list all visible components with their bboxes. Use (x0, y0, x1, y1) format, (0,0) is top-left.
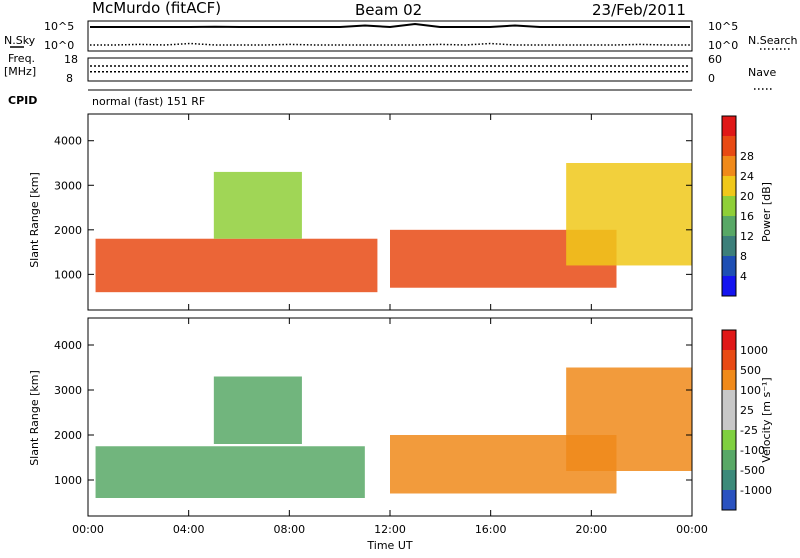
colorbar-tick-label: 500 (740, 364, 761, 377)
echo-band (566, 163, 692, 266)
power-echo-group (95, 163, 692, 293)
x-tick-label: 12:00 (374, 523, 406, 536)
colorbar-tick-label: 28 (740, 150, 754, 163)
velocity-echo-group (95, 367, 692, 498)
colorbar-tick-label: 100 (740, 384, 761, 397)
y-tick-label: 2000 (54, 429, 82, 442)
colorbar-swatch (722, 490, 736, 510)
x-tick-label: 20:00 (575, 523, 607, 536)
velocity-ylabel: Slant Range [km] (28, 370, 41, 466)
freq-left-tick-top: 18 (64, 53, 78, 66)
echo-band (213, 376, 302, 444)
y-tick-label: 1000 (54, 474, 82, 487)
colorbar-swatch (722, 370, 736, 390)
freq-panel-frame (87, 57, 693, 82)
nsky-series (90, 22, 690, 29)
x-tick-label: 04:00 (173, 523, 205, 536)
colorbar-swatch (722, 276, 736, 296)
noise-panel-frame (87, 20, 693, 52)
colorbar-tick-label: 12 (740, 230, 754, 243)
noise-right-label: N.Search (748, 34, 798, 47)
x-tick-label: 00:00 (676, 523, 708, 536)
colorbar-tick-label: -500 (740, 464, 765, 477)
velocity-colorbar-label: Velocity [m s⁻¹] (760, 377, 773, 462)
colorbar-swatch (722, 350, 736, 370)
velocity-colorbar: 1000 500 100 25 -25 -100 -500 -1000 (721, 329, 772, 511)
y-tick-label: 3000 (54, 179, 82, 192)
mode-text: normal (fast) 151 RF (92, 95, 205, 108)
echo-band (95, 446, 365, 498)
x-tick-label: 16:00 (475, 523, 507, 536)
colorbar-tick-label: 8 (740, 250, 747, 263)
noise-left-tick-bottom: 10^0 (44, 39, 74, 52)
freq-left-label-bottom: [MHz] (4, 65, 36, 78)
power-colorbar: 4 8 12 16 20 24 28 (721, 115, 754, 297)
y-tick-label: 4000 (54, 339, 82, 352)
colorbar-frame (721, 329, 737, 511)
power-colorbar-label: Power [dB] (760, 182, 773, 242)
freq-left-label-top: Freq. (8, 52, 35, 65)
colorbar-swatch (722, 136, 736, 156)
colorbar-tick-label: -25 (740, 424, 758, 437)
y-tick-label: 2000 (54, 224, 82, 237)
y-tick-label: 4000 (54, 135, 82, 148)
y-tick-label: 1000 (54, 268, 82, 281)
colorbar-swatch (722, 216, 736, 236)
station-title: McMurdo (fitACF) (92, 0, 221, 17)
colorbar-swatch (722, 410, 736, 430)
colorbar-tick-label: 1000 (740, 344, 768, 357)
x-tick-label: 08:00 (273, 523, 305, 536)
velocity-xlabel: Time UT (366, 539, 412, 552)
power-ylabel: Slant Range [km] (28, 172, 41, 268)
cpid-label: CPID (8, 94, 37, 107)
colorbar-swatch (722, 156, 736, 176)
noise-left-label: N.Sky (4, 34, 36, 47)
colorbar-tick-label: 24 (740, 170, 754, 183)
echo-band (566, 367, 692, 471)
y-tick-label: 3000 (54, 384, 82, 397)
colorbar-swatch (722, 256, 736, 276)
freq-right-tick-bottom: 0 (708, 72, 715, 85)
velocity-axes: 1000 2000 3000 4000 00:00 04:00 08:00 12:00 16:0… (54, 318, 708, 536)
noise-left-tick-top: 10^5 (44, 20, 74, 33)
power-axes: 1000 2000 3000 4000 (54, 114, 693, 310)
colorbar-frame (721, 115, 737, 297)
colorbar-swatch (722, 196, 736, 216)
colorbar-swatch (722, 450, 736, 470)
colorbar-swatch (722, 430, 736, 450)
nsearch-series (90, 42, 690, 46)
echo-band (213, 171, 302, 239)
noise-right-tick-bottom: 10^0 (708, 39, 738, 52)
freq-right-label: Nave (748, 66, 776, 79)
colorbar-tick-label: 16 (740, 210, 754, 223)
beam-title: Beam 02 (355, 1, 422, 19)
colorbar-tick-label: -1000 (740, 484, 772, 497)
date-title: 23/Feb/2011 (592, 1, 686, 19)
colorbar-tick-label: 20 (740, 190, 754, 203)
freq-left-tick-bottom: 8 (66, 72, 73, 85)
colorbar-swatch (722, 116, 736, 136)
colorbar-swatch (722, 390, 736, 410)
colorbar-tick-label: 25 (740, 404, 754, 417)
colorbar-swatch (722, 176, 736, 196)
x-tick-label: 00:00 (72, 523, 104, 536)
noise-right-tick-top: 10^5 (708, 20, 738, 33)
colorbar-tick-label: 4 (740, 270, 747, 283)
freq-right-tick-top: 60 (708, 53, 722, 66)
colorbar-swatch (722, 236, 736, 256)
colorbar-tick-label: -100 (740, 444, 765, 457)
colorbar-swatch (722, 470, 736, 490)
echo-band (95, 238, 378, 293)
colorbar-swatch (722, 330, 736, 350)
